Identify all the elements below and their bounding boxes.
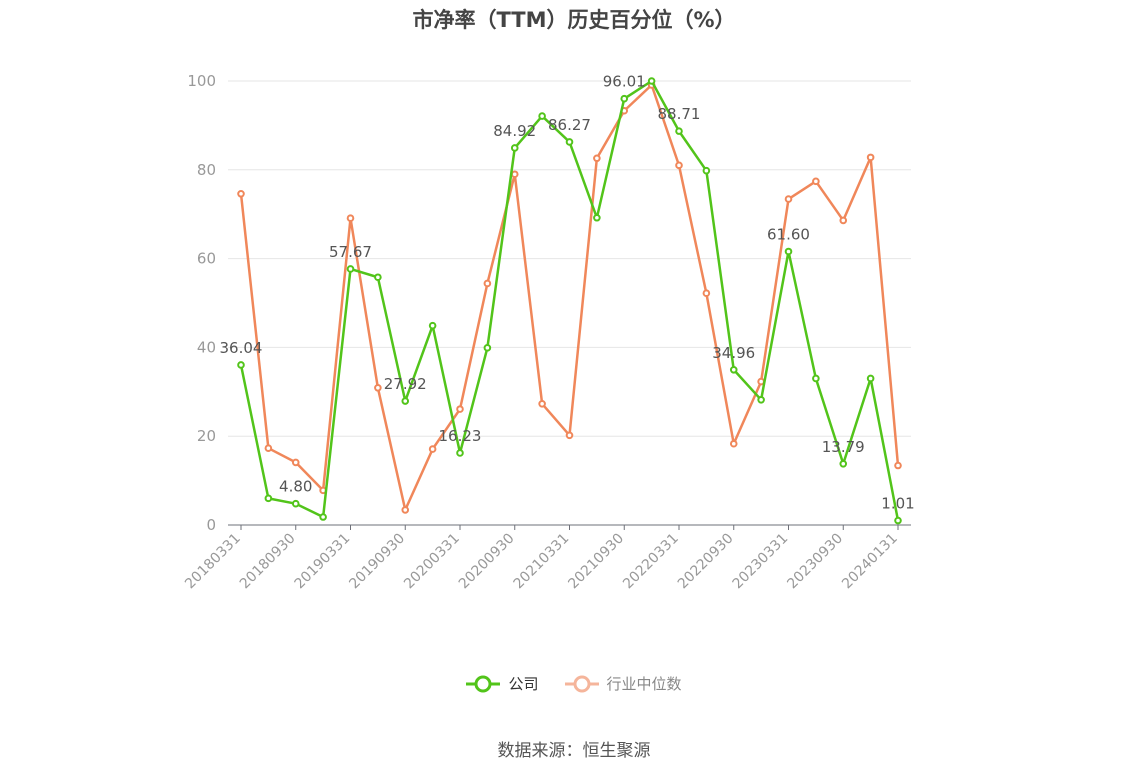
data-point [264,444,273,452]
data-labels: 36.04 4.80 57.67 27.92 16.23 84.92 86.27 96.01 8… [220,73,915,513]
data-point [702,289,711,298]
x-tick-label: 20240131 [839,531,901,593]
data-point [784,195,793,203]
data-label: 36.04 [220,339,263,357]
legend-item-industry-median[interactable]: 行业中位数 [564,673,682,694]
x-tick-label: 20230331 [730,531,792,593]
data-point [593,213,601,222]
data-point [456,405,464,413]
data-point [346,214,355,222]
data-point [812,374,820,383]
data-point [565,431,574,440]
data-label: 1.01 [881,495,914,513]
data-point [374,384,382,392]
data-point [620,94,629,103]
data-point [401,397,410,405]
data-point [483,344,492,352]
data-point [401,506,410,514]
data-label: 96.01 [603,73,646,91]
data-point [374,273,382,282]
data-point [647,77,656,85]
series-line [239,79,900,521]
x-tick-label: 20190331 [292,531,354,593]
line-chart: 0 20 40 60 80 100 201803312018093020190331201… [182,72,915,593]
legend: 公司 行业中位数 [0,673,1148,694]
data-label: 16.23 [439,427,482,445]
data-source: 数据来源：恒生聚源 [497,741,651,761]
data-point [784,247,793,256]
data-point [483,279,492,288]
x-tick-label: 20230930 [784,531,846,593]
data-label: 13.79 [822,438,865,456]
data-point [593,154,601,163]
y-tick-label: 0 [206,516,216,534]
data-label: 57.67 [329,243,372,261]
data-point [565,138,574,146]
data-point [729,439,738,448]
data-point [702,166,711,175]
legend-line-circle-icon [466,675,501,692]
data-point [319,513,327,521]
data-point [346,265,355,273]
x-tick-label: 20210331 [511,531,573,593]
data-point [510,144,519,152]
x-tick-label: 20220930 [675,531,737,593]
data-point [894,516,902,525]
x-tick-label: 20190930 [346,531,408,593]
data-label: 27.92 [384,375,427,393]
data-point [428,445,437,453]
data-point [729,365,738,374]
data-point [675,161,683,170]
data-point [237,361,245,369]
y-axis: 0 20 40 60 80 100 [187,72,216,534]
data-point [757,395,765,404]
data-label: 88.71 [658,105,701,123]
x-tick-label: 20220331 [620,531,682,593]
legend-item-company[interactable]: 公司 [466,673,539,694]
x-tick-label: 20200331 [401,531,463,593]
x-tick-label: 20180930 [237,531,299,593]
data-point [866,153,875,162]
data-point [538,399,546,408]
x-tick-label: 20210930 [565,531,627,593]
data-point [264,494,273,503]
legend-line-circle-icon [564,675,599,692]
series-group [237,77,902,525]
x-tick-label: 20180331 [182,531,244,593]
data-point [291,458,300,467]
data-label: 61.60 [767,225,810,243]
data-label: 4.80 [279,478,312,496]
data-label: 84.92 [493,122,536,140]
x-axis: 2018033120180930201903312019093020200331… [182,524,911,593]
data-label: 34.96 [712,344,755,362]
legend-label-company: 公司 [508,675,539,693]
legend-label-industry-median: 行业中位数 [606,675,682,693]
y-tick-label: 100 [187,72,216,90]
y-tick-label: 60 [197,250,216,268]
data-point [538,112,546,120]
y-tick-label: 20 [197,427,216,445]
data-point [510,170,519,179]
data-point [291,499,300,508]
data-point [237,189,245,198]
data-point [675,127,683,135]
data-point [894,461,902,470]
y-tick-label: 80 [197,161,216,179]
data-point [839,459,848,468]
data-point [428,321,437,330]
data-point [866,374,875,383]
data-label: 86.27 [548,116,591,134]
chart-title: 市净率（TTM）历史百分位（%） [412,8,736,32]
data-point [812,177,820,186]
data-point [839,216,848,225]
y-tick-label: 40 [197,338,216,356]
x-tick-label: 20200930 [456,531,518,593]
data-point [456,449,464,457]
